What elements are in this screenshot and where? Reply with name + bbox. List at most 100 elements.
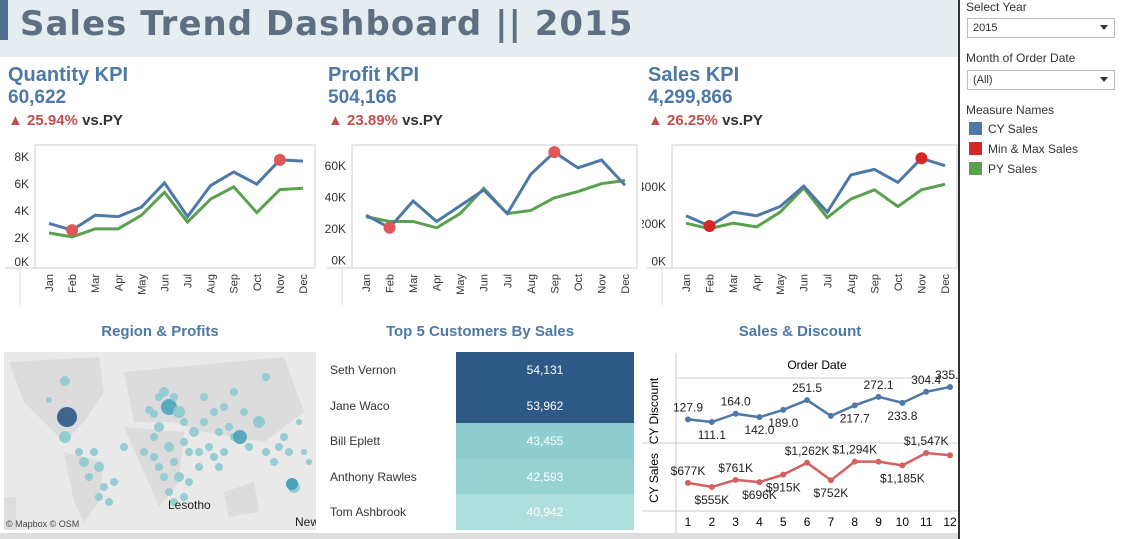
x-tick-label: Apr: [432, 274, 444, 291]
map-point: [46, 397, 52, 403]
map-point: [285, 448, 293, 456]
map-point: [79, 457, 89, 467]
table-row[interactable]: Tom Ashbrook 40,942: [323, 494, 634, 530]
discount-point: [827, 412, 834, 419]
x-tick-label: Jun: [799, 274, 811, 292]
discount-point: [685, 416, 691, 423]
min-max-marker: [548, 146, 561, 159]
map-point: [215, 463, 223, 471]
customer-name: Seth Vernon: [330, 363, 397, 377]
map-point: [306, 459, 312, 465]
map-point: [85, 473, 93, 481]
customer-sales: 54,131: [456, 352, 634, 388]
y-tick-label: 20K: [325, 222, 346, 236]
kpi-value: 4,299,866: [648, 87, 733, 108]
year-filter-label: Select Year: [966, 0, 1027, 14]
filter-panel: Select Year 2015 Month of Order Date (Al…: [958, 0, 1128, 539]
x-tick-label: Apr: [752, 274, 764, 291]
map-point: [59, 431, 71, 443]
kpi-profit: Profit KPI 504,166 ▲ 23.89% vs.PY: [328, 64, 443, 129]
min-max-marker: [66, 224, 79, 237]
table-row[interactable]: Seth Vernon 54,131: [323, 352, 634, 388]
map-point: [180, 493, 188, 501]
sales-label: $1,547K: [904, 434, 949, 448]
table-row[interactable]: Jane Waco 53,962: [323, 387, 634, 424]
map-point: [120, 443, 128, 451]
discount-label: 335.1: [935, 368, 958, 382]
discount-point: [780, 406, 787, 413]
map-attribution[interactable]: © Mapbox © OSM: [6, 519, 79, 529]
x-tick-label: Sep: [229, 274, 241, 294]
sales-point: [851, 458, 858, 465]
x-tick-label: 6: [804, 515, 811, 529]
map-point: [145, 406, 153, 414]
cy-sales-line: [685, 156, 946, 228]
discount-label: 164.0: [721, 395, 751, 409]
table-row[interactable]: Anthony Rawles 42,593: [323, 458, 634, 495]
x-tick-label: 11: [920, 515, 933, 529]
map-point: [57, 407, 77, 427]
month-select[interactable]: (All): [967, 70, 1115, 90]
y-tick-label: 6K: [14, 177, 29, 191]
collapse-tab[interactable]: [0, 0, 8, 40]
x-tick-label: Nov: [275, 274, 287, 294]
year-select[interactable]: 2015: [967, 18, 1115, 38]
chevron-down-icon: [1100, 25, 1108, 30]
kpi-value: 60,622: [8, 87, 67, 108]
customer-name: Jane Waco: [330, 398, 390, 413]
x-tick-label: Nov: [916, 274, 928, 294]
sales-label: $677K: [671, 464, 706, 478]
map-point: [160, 473, 168, 481]
discount-point: [923, 388, 930, 395]
x-tick-label: Mar: [728, 274, 740, 293]
profit-trend-chart: 0K 20K 40K 60K Jan Feb Mar Apr May Jun Jul Aug Sep Oc…: [325, 144, 638, 305]
x-tick-label: Jan: [361, 274, 373, 292]
row-label-sales: CY Sales: [647, 453, 661, 503]
kpi-vs-label: vs.PY: [82, 112, 123, 129]
x-tick-label: Feb: [67, 274, 79, 293]
sales-point: [685, 479, 691, 486]
legend-item-py-sales[interactable]: PY Sales: [969, 162, 1037, 176]
y-tick-label: 200K: [642, 217, 666, 231]
bottom-scrollbar[interactable]: [0, 533, 958, 539]
cy-sales-line: [48, 158, 304, 232]
region-map[interactable]: Lesotho New © Mapbox © OSM: [4, 352, 316, 530]
map-point: [174, 472, 184, 482]
legend-item-cy-sales[interactable]: CY Sales: [969, 122, 1038, 136]
map-label-lesotho: Lesotho: [168, 498, 211, 512]
discount-label: 142.0: [744, 423, 774, 437]
y-tick-label: 400K: [642, 180, 666, 194]
x-tick-label: Oct: [573, 274, 585, 291]
discount-point: [804, 397, 811, 404]
y-tick-label: 0K: [651, 254, 666, 268]
py-sales-line: [48, 185, 304, 239]
map-point: [233, 430, 247, 444]
map-point: [161, 399, 177, 415]
legend-item-min-max[interactable]: Min & Max Sales: [969, 142, 1078, 156]
map-point: [270, 458, 278, 466]
sales-point: [875, 458, 882, 465]
sales-line: [687, 451, 951, 489]
y-tick-label: 60K: [325, 159, 346, 173]
y-tick-label: 8K: [14, 150, 29, 164]
top-customers-table: Seth Vernon 54,131 Jane Waco 53,962 Bill E…: [323, 352, 634, 530]
x-tick-label: Dec: [940, 274, 952, 294]
table-row[interactable]: Bill Eplett 43,455: [323, 423, 634, 459]
x-tick-label: Feb: [385, 274, 397, 293]
x-tick-label: 2: [708, 515, 715, 529]
x-tick-label: 4: [756, 515, 763, 529]
map-point: [100, 483, 108, 491]
sales-label: $1,185K: [880, 471, 925, 485]
x-tick-label: 9: [875, 515, 882, 529]
map-point: [75, 448, 83, 456]
chevron-down-icon: [1100, 77, 1108, 82]
legend-swatch: [969, 162, 982, 175]
customer-sales: 42,593: [456, 458, 634, 495]
sales-label: $555K: [694, 493, 729, 507]
x-tick-label: Dec: [298, 274, 310, 294]
sales-point: [827, 477, 834, 484]
order-date-header: Order Date: [787, 358, 847, 372]
x-tick-label: 10: [896, 515, 910, 529]
kpi-change: ▲ 23.89%: [328, 112, 398, 129]
